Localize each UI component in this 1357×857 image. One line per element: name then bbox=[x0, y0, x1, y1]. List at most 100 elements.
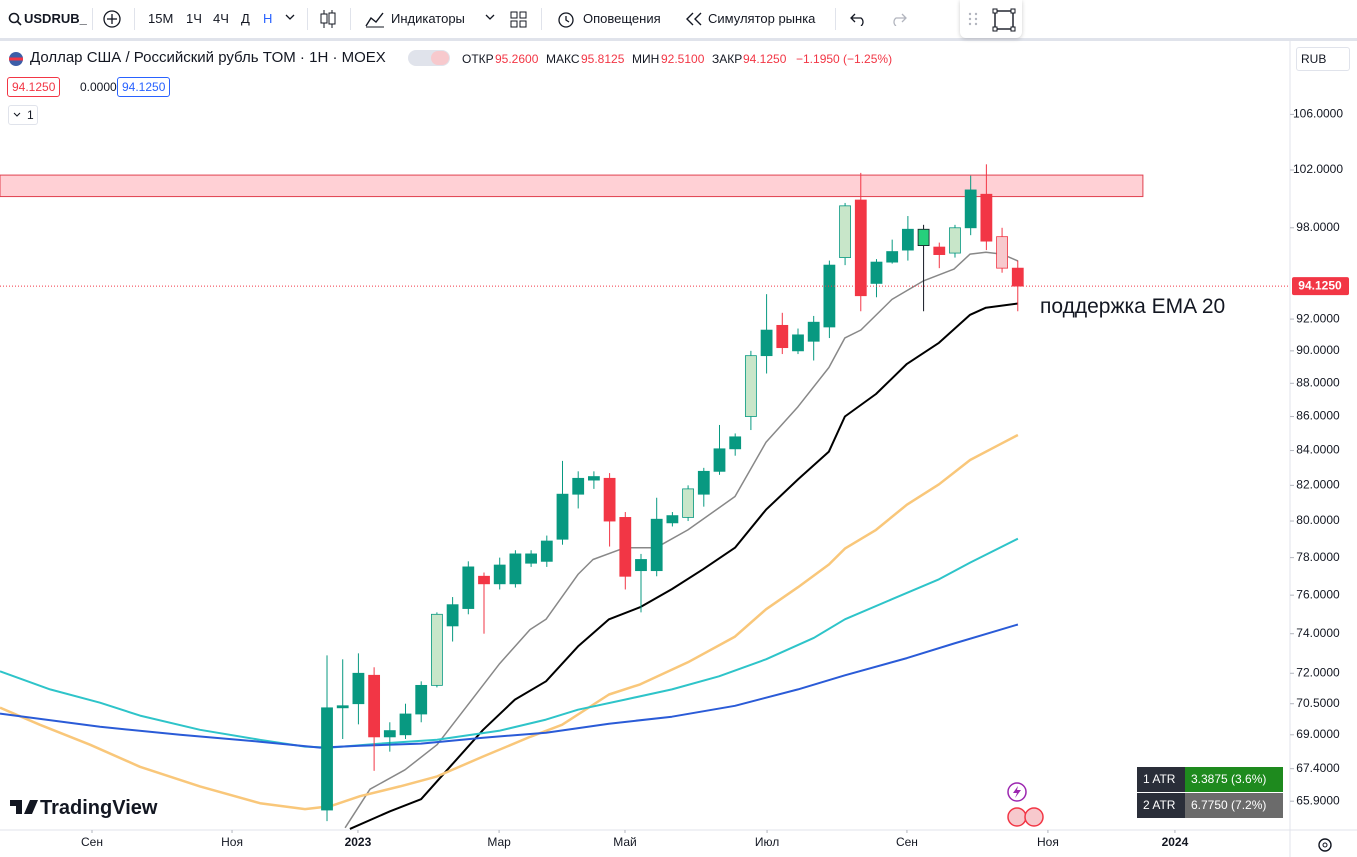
close-value: 94.1250 bbox=[743, 52, 787, 66]
candle-body bbox=[587, 476, 600, 481]
candle-body bbox=[996, 236, 1008, 269]
x-tick-label: Мар bbox=[487, 835, 511, 849]
last-price-label: 94.1250 bbox=[1298, 278, 1342, 292]
interval[interactable]: 4Ч bbox=[213, 11, 229, 26]
candle-body bbox=[415, 684, 428, 715]
y-tick-label: 88.0000 bbox=[1296, 375, 1340, 389]
settings-button[interactable] bbox=[1317, 837, 1333, 853]
open-label: ОТКР bbox=[462, 52, 494, 66]
symbol[interactable]: USDRUB_ bbox=[24, 11, 87, 26]
currency-selector[interactable]: RUB bbox=[1296, 47, 1350, 71]
y-tick-label: 98.0000 bbox=[1296, 220, 1340, 234]
indicators-toggle[interactable]: 1 bbox=[8, 105, 38, 125]
x-tick-label: 2023 bbox=[345, 835, 372, 849]
candle-body bbox=[980, 193, 993, 242]
x-tick-label: Сен bbox=[896, 835, 918, 849]
toolbar: USDRUB_ 15M 1Ч 4Ч Д Н Индикаторы Оповеще… bbox=[0, 0, 1357, 41]
candle-body bbox=[917, 228, 930, 246]
drawing-toolbar bbox=[960, 0, 1022, 38]
candle-body bbox=[399, 713, 412, 736]
candle-body bbox=[823, 264, 836, 328]
candle-body bbox=[949, 227, 961, 254]
candle-body bbox=[964, 189, 977, 229]
y-tick-label: 84.0000 bbox=[1296, 443, 1340, 457]
redo-button[interactable] bbox=[889, 12, 907, 26]
ema-line bbox=[0, 537, 1019, 749]
interval-active[interactable]: Н bbox=[263, 11, 273, 26]
candle-body bbox=[540, 540, 553, 562]
y-tick-label: 92.0000 bbox=[1296, 311, 1340, 325]
candle-body bbox=[556, 493, 569, 540]
candle-body bbox=[509, 553, 522, 585]
candle-body bbox=[901, 228, 914, 251]
fullscreen-button[interactable] bbox=[992, 8, 1016, 32]
candle-body bbox=[839, 205, 851, 258]
y-tick-label: 106.0000 bbox=[1293, 107, 1343, 121]
interval[interactable]: 1Ч bbox=[186, 11, 202, 26]
legend-toggle[interactable] bbox=[408, 50, 450, 66]
candle-body bbox=[854, 199, 867, 297]
x-tick-label: Июл bbox=[755, 835, 779, 849]
alerts-button[interactable]: Оповещения bbox=[583, 11, 661, 26]
candle-body bbox=[619, 517, 632, 577]
drag-handle[interactable] bbox=[968, 12, 978, 26]
indicators-icon[interactable] bbox=[365, 10, 385, 28]
candle-body bbox=[525, 553, 538, 564]
chart-type-button[interactable] bbox=[318, 8, 338, 30]
atr-value: 6.7750 (7.2%) bbox=[1185, 793, 1283, 818]
atr-label: 1 ATR bbox=[1137, 767, 1185, 792]
high-label: МАКС bbox=[546, 52, 580, 66]
interval[interactable]: 15M bbox=[148, 11, 174, 26]
x-tick-label: Сен bbox=[81, 835, 103, 849]
ask-box[interactable]: 94.1250 bbox=[117, 77, 171, 97]
candle-body bbox=[383, 730, 396, 738]
candle-body bbox=[572, 477, 585, 495]
candle-body bbox=[635, 559, 647, 572]
candle-body bbox=[336, 705, 349, 709]
y-tick-label: 74.0000 bbox=[1296, 626, 1340, 640]
bid-box[interactable]: 94.1250 bbox=[7, 77, 61, 97]
ema-line bbox=[0, 433, 1019, 811]
last-price-box bbox=[1292, 277, 1349, 296]
candle-body bbox=[744, 355, 757, 417]
event-icons[interactable] bbox=[1005, 782, 1047, 830]
y-tick-label: 80.0000 bbox=[1296, 513, 1340, 527]
low-label: МИН bbox=[632, 52, 660, 66]
candle-body bbox=[1011, 267, 1024, 287]
replay-icon[interactable] bbox=[685, 12, 703, 26]
resistance-zone bbox=[0, 174, 1144, 198]
candle-body bbox=[697, 470, 710, 495]
y-tick-label: 72.0000 bbox=[1296, 665, 1340, 679]
candle-body bbox=[760, 329, 773, 357]
y-tick-label: 65.9000 bbox=[1296, 793, 1340, 807]
indicators-button[interactable]: Индикаторы bbox=[391, 11, 465, 26]
logo-text: TradingView bbox=[40, 797, 158, 819]
flag-icon bbox=[9, 52, 23, 66]
change-value: −1.1950 (−1.25%) bbox=[796, 52, 893, 66]
annotation: поддержка EMA 20 bbox=[1040, 295, 1226, 318]
y-tick-label: 69.0000 bbox=[1296, 727, 1340, 741]
alerts-icon[interactable] bbox=[556, 9, 576, 29]
chevron[interactable] bbox=[285, 14, 295, 22]
y-tick-label: 67.4000 bbox=[1296, 761, 1340, 775]
compare-button[interactable] bbox=[102, 9, 122, 29]
candle-body bbox=[713, 448, 726, 472]
search-icon bbox=[8, 12, 22, 26]
interval[interactable]: Д bbox=[241, 11, 250, 26]
chevron[interactable] bbox=[485, 14, 495, 22]
x-tick-label: Ноя bbox=[221, 835, 243, 849]
atr-label: 2 ATR bbox=[1137, 793, 1185, 818]
layouts-button[interactable] bbox=[510, 11, 527, 28]
replay-button[interactable]: Симулятор рынка bbox=[708, 11, 816, 26]
undo-button[interactable] bbox=[850, 12, 868, 26]
indicators-count: 1 bbox=[27, 108, 34, 122]
candle-body bbox=[462, 566, 475, 609]
open-value: 95.2600 bbox=[495, 52, 539, 66]
candle-body bbox=[666, 515, 679, 524]
candle-body bbox=[650, 518, 663, 572]
x-tick-label: Ноя bbox=[1037, 835, 1059, 849]
y-tick-label: 78.0000 bbox=[1296, 550, 1340, 564]
atr-panel: 1 ATR 3.3875 (3.6%) 2 ATR 6.7750 (7.2%) bbox=[1137, 767, 1283, 818]
